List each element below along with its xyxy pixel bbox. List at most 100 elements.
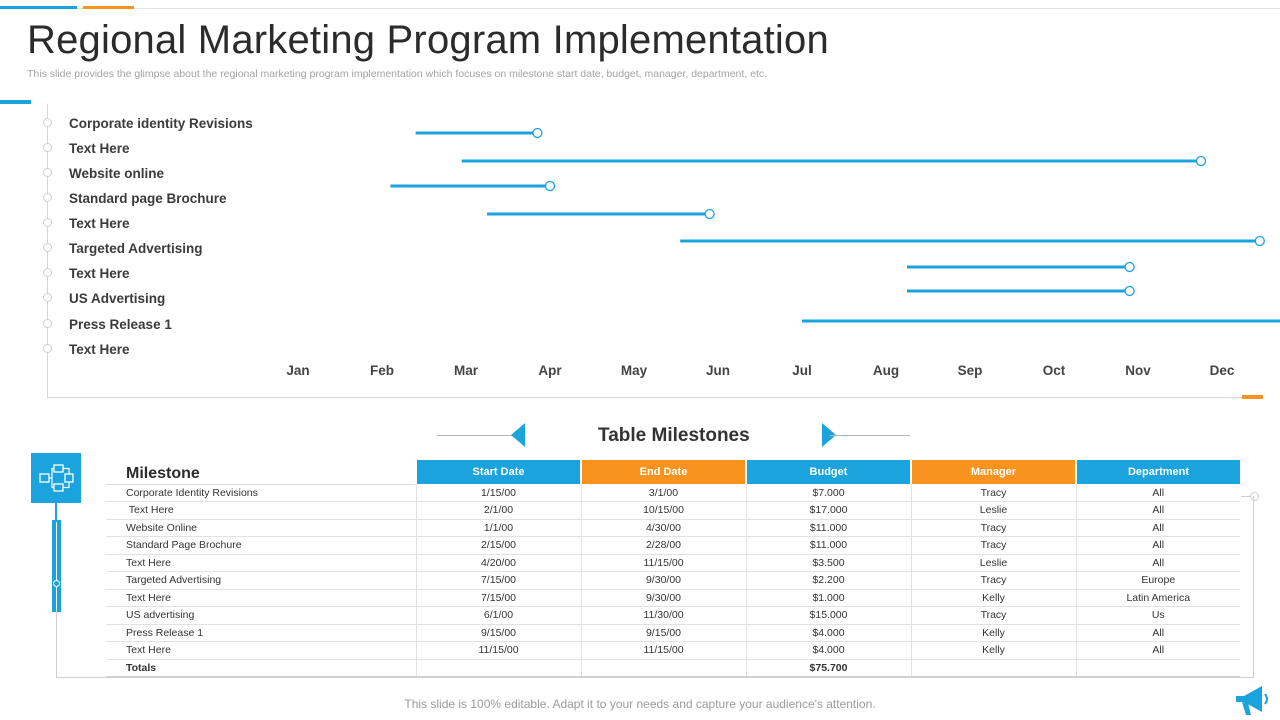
totals-budget: $75.700 (746, 659, 912, 677)
milestone-cell: Corporate Identity Revisions (106, 484, 417, 502)
department-cell: All (1076, 501, 1240, 520)
table-header-row: Milestone Start Date End Date Budget Man… (106, 460, 1240, 485)
page-subtitle: This slide provides the glimpse about th… (27, 68, 768, 80)
task-dot (43, 118, 52, 127)
department-cell: Europe (1076, 571, 1240, 590)
budget-cell: $1.000 (746, 589, 912, 607)
start-date-cell: 1/15/00 (416, 484, 582, 502)
task-dot (43, 319, 52, 328)
department-cell: All (1076, 536, 1240, 555)
month-tick-label: Aug (872, 363, 900, 378)
gantt-accent-blue (0, 100, 31, 104)
footer-note: This slide is 100% editable. Adapt it to… (404, 697, 876, 711)
milestones-table: Milestone Start Date End Date Budget Man… (106, 460, 1240, 677)
month-tick-label: Feb (369, 363, 395, 378)
totals-label: Totals (106, 659, 417, 677)
table-row: Text Here 11/15/00 11/15/00 $4.000 Kelly… (106, 641, 1240, 660)
start-date-cell: 6/1/00 (416, 606, 582, 625)
table-frame-right (1253, 496, 1254, 677)
budget-cell: $11.000 (746, 519, 912, 537)
department-cell: All (1076, 641, 1240, 660)
department-cell: Latin America (1076, 589, 1240, 607)
heading-rule-right (830, 435, 910, 436)
top-accent-orange (83, 6, 134, 9)
task-label: Standard page Brochure (69, 191, 227, 206)
gantt-bar-end-marker (1254, 235, 1265, 247)
manager-cell: Tracy (911, 484, 1077, 502)
month-tick-label: Jul (792, 363, 812, 378)
table-frame-bottom (56, 677, 1254, 678)
table-heading: Table Milestones (598, 425, 750, 446)
milestone-cell: Text Here (106, 589, 417, 607)
budget-cell: $17.000 (746, 501, 912, 520)
manager-cell: Tracy (911, 571, 1077, 590)
column-header: Department (1076, 460, 1240, 484)
end-date-cell: 11/30/00 (581, 606, 747, 625)
task-dot (43, 143, 52, 152)
end-date-cell: 11/15/00 (581, 641, 747, 660)
table-row: Website Online 1/1/00 4/30/00 $11.000 Tr… (106, 519, 1240, 537)
table-row: Text Here 4/20/00 11/15/00 $3.500 Leslie… (106, 554, 1240, 572)
task-dot (43, 293, 52, 302)
table-row: US advertising 6/1/00 11/30/00 $15.000 T… (106, 606, 1240, 625)
top-accent-blue (0, 6, 77, 9)
task-label: Corporate identity Revisions (69, 116, 253, 131)
task-label: Text Here (69, 342, 130, 357)
flowchart-icon (31, 453, 81, 503)
icon-column-dot (53, 580, 60, 587)
manager-cell: Kelly (911, 589, 1077, 607)
task-dot (43, 344, 52, 353)
department-cell: All (1076, 484, 1240, 502)
column-header: Manager (911, 460, 1077, 484)
start-date-cell: 7/15/00 (416, 589, 582, 607)
gantt-bar-end-marker (1124, 261, 1135, 273)
task-label: Targeted Advertising (69, 241, 203, 256)
gantt-bar-end-marker (704, 208, 715, 220)
start-date-cell: 7/15/00 (416, 571, 582, 590)
budget-cell: $4.000 (746, 624, 912, 642)
start-date-cell: 9/15/00 (416, 624, 582, 642)
totals-row: Totals $75.700 (106, 659, 1240, 677)
task-label: Website online (69, 166, 165, 181)
task-dot (43, 243, 52, 252)
manager-cell: Kelly (911, 624, 1077, 642)
task-label: Text Here (69, 216, 130, 231)
start-date-cell: 1/1/00 (416, 519, 582, 537)
column-header: End Date (581, 460, 747, 484)
table-row: Targeted Advertising 7/15/00 9/30/00 $2.… (106, 571, 1240, 590)
start-date-cell: 11/15/00 (416, 641, 582, 660)
table-row: Standard Page Brochure 2/15/00 2/28/00 $… (106, 536, 1240, 555)
end-date-cell: 9/30/00 (581, 571, 747, 590)
month-tick-label: Mar (453, 363, 479, 378)
end-date-cell: 10/15/00 (581, 501, 747, 520)
task-label: Text Here (69, 266, 130, 281)
start-date-cell: 2/1/00 (416, 501, 582, 520)
milestone-cell: Text Here (106, 501, 417, 520)
budget-cell: $3.500 (746, 554, 912, 572)
task-label: US Advertising (69, 291, 166, 306)
manager-cell: Tracy (911, 606, 1077, 625)
table-row: Corporate Identity Revisions 1/15/00 3/1… (106, 484, 1240, 502)
manager-cell: Leslie (911, 554, 1077, 572)
task-dot (43, 218, 52, 227)
empty-cell (581, 659, 747, 677)
start-date-cell: 4/20/00 (416, 554, 582, 572)
gantt-bar-end-marker (1124, 285, 1135, 297)
budget-cell: $4.000 (746, 641, 912, 660)
milestone-cell: US advertising (106, 606, 417, 625)
milestone-cell: Press Release 1 (106, 624, 417, 642)
department-cell: All (1076, 554, 1240, 572)
end-date-cell: 9/30/00 (581, 589, 747, 607)
icon-column-line (56, 522, 57, 610)
month-tick-label: May (620, 363, 648, 378)
triangle-right-icon (822, 423, 836, 447)
empty-cell (1076, 659, 1240, 677)
budget-cell: $11.000 (746, 536, 912, 555)
manager-cell: Tracy (911, 519, 1077, 537)
column-header: Milestone (106, 460, 417, 485)
task-dot (43, 193, 52, 202)
end-date-cell: 9/15/00 (581, 624, 747, 642)
month-tick-label: Dec (1209, 363, 1235, 378)
table-frame-dot (1250, 492, 1259, 501)
top-divider (0, 8, 1280, 9)
